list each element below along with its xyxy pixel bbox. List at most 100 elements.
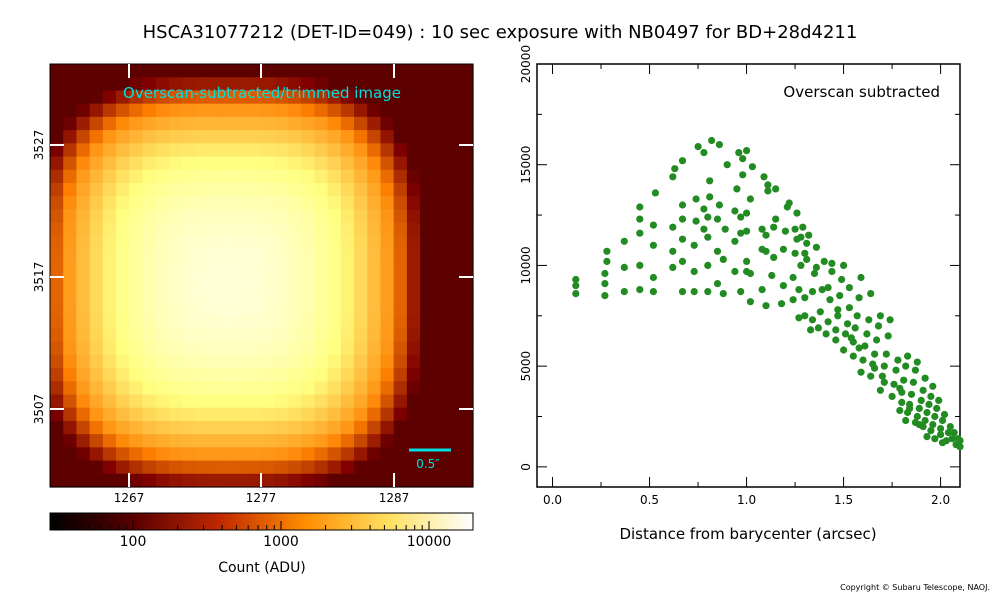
image-pixel [406, 288, 421, 303]
image-pixel [221, 196, 236, 211]
image-pixel [235, 381, 249, 396]
image-pixel [433, 156, 448, 171]
image-pixel [380, 169, 395, 184]
scatter-point [601, 280, 609, 288]
image-pixel [248, 328, 263, 343]
scatter-point [812, 243, 821, 251]
image-pixel [129, 381, 144, 396]
image-pixel [406, 275, 421, 290]
image-pixel [129, 341, 144, 356]
image-pixel [76, 262, 91, 277]
image-pixel [116, 169, 130, 184]
image-pixel [420, 473, 434, 488]
scatter-point [770, 253, 778, 261]
image-pixel [221, 354, 236, 369]
image-pixel [248, 354, 263, 369]
image-pixel [63, 407, 78, 422]
image-pixel [367, 368, 382, 382]
scatter-point [840, 261, 848, 269]
image-pixel [116, 447, 130, 462]
scatter-point [772, 215, 780, 223]
image-pixel [406, 235, 421, 250]
image-pixel [182, 103, 197, 118]
image-pixel [208, 315, 223, 329]
image-pixel [235, 288, 249, 303]
image-pixel [301, 64, 315, 78]
image-pixel [221, 116, 236, 131]
image-pixel [301, 275, 315, 290]
image-pixel [221, 156, 236, 171]
image-pixel [354, 169, 368, 184]
image-pixel [76, 341, 91, 356]
image-pixel [380, 196, 395, 211]
scatter-point [929, 382, 937, 390]
image-pixel [354, 315, 368, 329]
image-pixel [406, 90, 421, 105]
scatter-point [678, 288, 687, 296]
image-pixel [380, 394, 395, 409]
image-pixel [116, 262, 130, 277]
image-pixel [235, 64, 249, 78]
image-pixel [459, 130, 474, 144]
image-pixel [301, 235, 315, 250]
scatter-point [824, 284, 832, 292]
image-pixel [248, 315, 263, 329]
scatter-point [690, 267, 698, 276]
scatter-point [704, 288, 712, 296]
image-pixel [274, 116, 289, 131]
scatter-point [636, 229, 644, 237]
image-pixel [459, 249, 474, 263]
image-pixel [406, 130, 421, 144]
scatter-point [956, 437, 964, 445]
scatter-point [603, 247, 611, 255]
image-pixel [274, 275, 289, 290]
image-pixel [102, 235, 117, 250]
image-pixel [301, 103, 315, 118]
image-pixel [380, 288, 395, 303]
scatter-point [915, 421, 923, 429]
image-pixel [261, 182, 276, 197]
image-pixel [393, 394, 408, 409]
image-pixel [446, 143, 461, 158]
image-pixel [446, 473, 461, 488]
image-pixel [301, 447, 315, 462]
image-pixel [129, 64, 144, 78]
image-pixel [50, 222, 64, 237]
image-pixel [89, 341, 104, 356]
image-pixel [420, 407, 434, 422]
scatter-point [758, 225, 766, 233]
image-pixel [301, 169, 315, 184]
image-pixel [261, 156, 276, 171]
image-pixel [102, 288, 117, 303]
image-pixel [182, 116, 197, 131]
image-pixel [129, 182, 144, 197]
image-pixel [327, 301, 342, 316]
image-pixel [102, 77, 117, 92]
image-pixel [89, 249, 104, 263]
image-pixel [261, 169, 276, 184]
image-pixel [420, 222, 434, 237]
scatter-point [791, 249, 799, 257]
image-pixel [287, 169, 302, 184]
image-pixel [261, 407, 276, 422]
scatter-point [715, 201, 724, 209]
scatter-point [803, 239, 811, 247]
image-pixel [155, 407, 170, 422]
scatter-point [927, 427, 935, 435]
image-pixel [446, 434, 461, 448]
image-pixel [446, 196, 461, 211]
image-pixel [116, 328, 130, 343]
image-pixel [301, 394, 315, 409]
image-pixel [301, 182, 315, 197]
scatter-point [855, 344, 863, 352]
image-pixel [195, 315, 210, 329]
image-pixel [340, 394, 355, 409]
image-pixel [393, 209, 408, 224]
image-pixel [301, 156, 315, 171]
image-pixel [261, 143, 276, 158]
image-pixel [168, 262, 183, 277]
image-pixel [89, 368, 104, 382]
image-pixel [195, 222, 210, 237]
image-pixel [327, 262, 342, 277]
image-pixel [433, 368, 448, 382]
